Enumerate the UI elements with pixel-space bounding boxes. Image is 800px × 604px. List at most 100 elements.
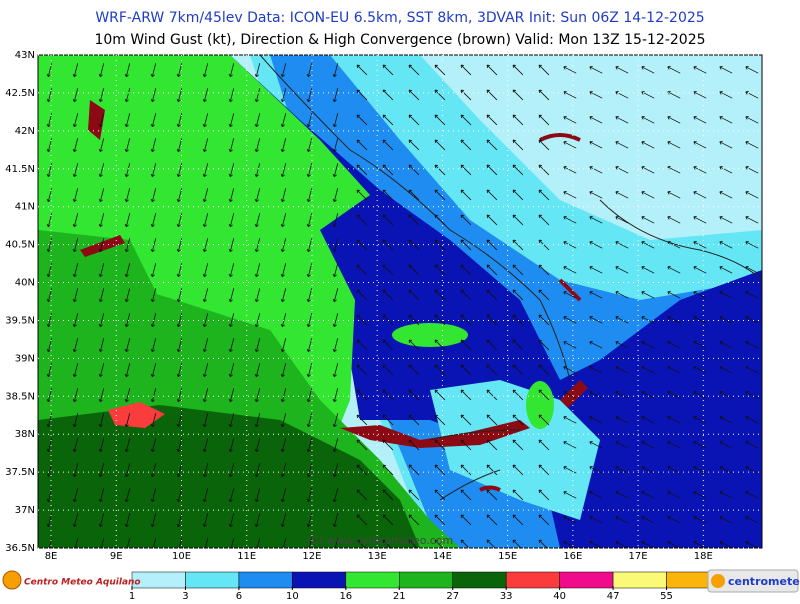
- logo-right-icon: [711, 574, 725, 588]
- wind-arrow: [563, 265, 577, 274]
- wind-arrow: [72, 463, 79, 478]
- wind-arrow: [563, 415, 577, 424]
- wind-arrow: [202, 138, 209, 153]
- wind-arrow: [382, 389, 394, 401]
- wind-arrow: [254, 113, 261, 128]
- wind-arrow: [254, 163, 261, 178]
- wind-arrow: [667, 265, 681, 274]
- wind-arrow: [563, 240, 577, 249]
- wind-arrow: [228, 188, 235, 203]
- logo-left-icon: [2, 570, 22, 590]
- wind-arrow: [150, 338, 157, 353]
- wind-arrow: [512, 364, 524, 376]
- wind-arrow: [615, 365, 629, 374]
- wind-arrow: [641, 65, 655, 74]
- wind-arrow: [641, 540, 655, 548]
- lat-tick-label: 42N: [15, 126, 35, 137]
- wind-arrow: [641, 215, 655, 224]
- wind-arrow: [460, 439, 472, 451]
- wind-arrow: [150, 413, 157, 428]
- wind-arrow: [512, 514, 524, 526]
- wind-arrow: [72, 438, 79, 453]
- wind-arrow: [667, 540, 681, 548]
- wind-arrow: [719, 265, 733, 274]
- wind-arrow: [408, 389, 420, 401]
- wind-arrow: [254, 213, 261, 228]
- watermark: (C) www.centrometeo.com: [307, 534, 453, 547]
- wind-arrow: [434, 214, 446, 226]
- lat-tick-label: 38N: [15, 429, 35, 440]
- wind-arrow: [589, 540, 603, 548]
- wind-arrow: [72, 88, 79, 103]
- wind-arrow: [693, 465, 707, 474]
- wind-arrow: [434, 514, 446, 526]
- wind-arrow: [332, 513, 339, 528]
- wind-arrow: [719, 465, 733, 474]
- wind-arrow: [332, 488, 339, 503]
- wind-arrow: [306, 413, 313, 428]
- wind-arrow: [202, 163, 209, 178]
- wind-arrow: [280, 463, 287, 478]
- wind-arrow: [615, 440, 629, 449]
- wind-arrow: [460, 89, 472, 101]
- wind-arrow: [486, 264, 498, 276]
- wind-arrow: [306, 313, 313, 328]
- wind-arrow: [434, 364, 446, 376]
- wind-arrow: [460, 189, 472, 201]
- wind-arrow: [667, 190, 681, 199]
- wind-arrow: [280, 413, 287, 428]
- wind-arrow: [641, 290, 655, 299]
- wind-arrow: [332, 338, 339, 353]
- wind-arrow: [124, 438, 131, 453]
- wind-arrow: [460, 489, 472, 501]
- wind-arrow: [72, 388, 79, 403]
- wind-arrow: [693, 515, 707, 524]
- wind-arrow: [589, 290, 603, 299]
- wind-arrow: [306, 238, 313, 253]
- wind-arrow: [538, 439, 550, 451]
- wind-arrow: [563, 90, 577, 99]
- wind-arrow: [254, 388, 261, 403]
- wind-arrow: [382, 289, 394, 301]
- wind-arrow: [332, 88, 339, 103]
- wind-arrow: [382, 489, 394, 501]
- wind-arrow: [563, 390, 577, 399]
- wind-arrow: [667, 290, 681, 299]
- wind-arrow: [150, 463, 157, 478]
- wind-arrow: [408, 464, 420, 476]
- wind-arrow: [356, 264, 368, 276]
- wind-arrow: [152, 538, 157, 548]
- wind-arrow: [332, 463, 339, 478]
- wind-arrow: [512, 289, 524, 301]
- wind-arrow: [202, 213, 209, 228]
- wind-arrow: [615, 65, 629, 74]
- wind-arrow: [434, 489, 446, 501]
- wind-arrow: [72, 488, 79, 503]
- wind-arrow: [693, 540, 707, 548]
- wind-arrow: [486, 389, 498, 401]
- wind-arrow: [460, 389, 472, 401]
- wind-arrow: [382, 364, 394, 376]
- wind-arrow: [641, 490, 655, 499]
- wind-arrow: [150, 288, 157, 303]
- wind-arrow: [98, 88, 105, 103]
- wind-arrow: [538, 414, 550, 426]
- wind-arrow: [408, 139, 420, 151]
- wind-arrow: [434, 189, 446, 201]
- wind-arrow: [641, 265, 655, 274]
- wind-arrow: [693, 340, 707, 349]
- wind-arrow: [693, 490, 707, 499]
- wind-arrow: [332, 438, 339, 453]
- wind-arrow: [202, 363, 209, 378]
- wind-arrow: [538, 64, 550, 76]
- lon-tick-label: 18E: [694, 551, 713, 562]
- wind-arrow: [382, 539, 392, 548]
- wind-arrow: [334, 538, 339, 548]
- wind-arrow: [228, 363, 235, 378]
- wind-arrow: [486, 414, 498, 426]
- wind-arrow: [745, 315, 759, 324]
- wind-arrow: [589, 115, 603, 124]
- wind-arrow: [408, 214, 420, 226]
- lon-tick-label: 10E: [172, 551, 191, 562]
- wind-arrow: [589, 315, 603, 324]
